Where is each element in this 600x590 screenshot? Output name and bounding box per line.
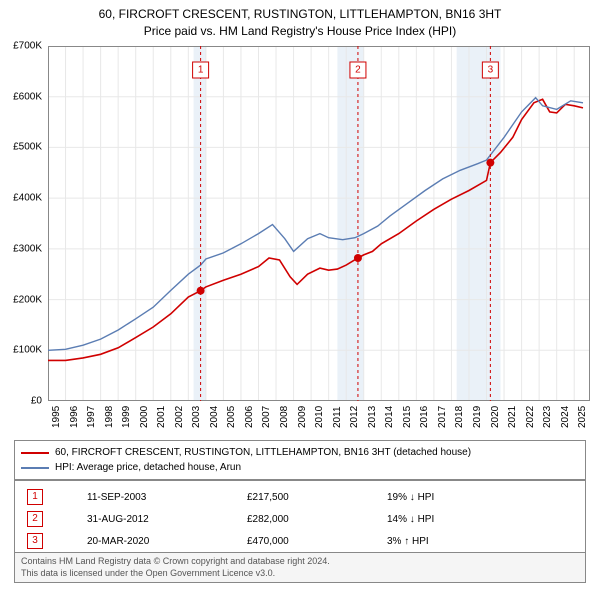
x-tick-label: 2021	[507, 406, 518, 428]
marker-row: 3 20-MAR-2020£470,0003% ↑ HPI	[23, 531, 577, 551]
x-tick-label: 2022	[525, 406, 536, 428]
marker-delta: 3% ↑ HPI	[383, 531, 577, 551]
y-tick-label: £600K	[13, 91, 42, 102]
x-tick-label: 2023	[542, 406, 553, 428]
marker-delta: 19% ↓ HPI	[383, 487, 577, 507]
x-tick-label: 2004	[209, 406, 220, 428]
svg-text:2: 2	[355, 64, 361, 75]
x-tick-label: 1998	[104, 406, 115, 428]
x-axis-labels: 1995 1996 1997 1998 1999 2000 2001 2002 2003 2004…	[48, 398, 590, 434]
chart-title: 60, FIRCROFT CRESCENT, RUSTINGTON, LITTL…	[0, 0, 600, 40]
svg-text:1: 1	[198, 64, 204, 75]
title-line-1: 60, FIRCROFT CRESCENT, RUSTINGTON, LITTL…	[99, 7, 502, 21]
y-tick-label: £700K	[13, 41, 42, 52]
chart-svg: 1 2 3	[48, 46, 590, 401]
legend-label: HPI: Average price, detached house, Arun	[55, 460, 241, 475]
x-tick-label: 2015	[402, 406, 413, 428]
x-tick-label: 2005	[226, 406, 237, 428]
marker-row: 2 31-AUG-2012£282,00014% ↓ HPI	[23, 509, 577, 529]
legend-row: HPI: Average price, detached house, Arun	[21, 460, 579, 475]
x-tick-label: 2024	[560, 406, 571, 428]
x-tick-label: 2019	[472, 406, 483, 428]
x-tick-label: 1995	[51, 406, 62, 428]
marker-events: 1 11-SEP-2003£217,50019% ↓ HPI 2 31-AUG-201…	[14, 480, 586, 558]
x-tick-label: 2001	[156, 406, 167, 428]
marker-delta: 14% ↓ HPI	[383, 509, 577, 529]
marker-date: 11-SEP-2003	[83, 487, 241, 507]
x-tick-label: 2000	[139, 406, 150, 428]
y-tick-label: £300K	[13, 243, 42, 254]
y-tick-label: £500K	[13, 142, 42, 153]
y-axis-labels: £0£100K£200K£300K£400K£500K£600K£700K	[0, 46, 44, 401]
attribution-footer: Contains HM Land Registry data © Crown c…	[14, 552, 586, 583]
footer-line-1: Contains HM Land Registry data © Crown c…	[21, 556, 330, 566]
marker-price: £217,500	[243, 487, 381, 507]
marker-table: 1 11-SEP-2003£217,50019% ↓ HPI 2 31-AUG-201…	[21, 485, 579, 553]
legend-swatch	[21, 467, 49, 469]
x-tick-label: 2008	[279, 406, 290, 428]
marker-price: £470,000	[243, 531, 381, 551]
y-tick-label: £400K	[13, 193, 42, 204]
chart-plot-area: 1 2 3	[48, 46, 590, 401]
y-tick-label: £200K	[13, 294, 42, 305]
svg-text:3: 3	[488, 64, 494, 75]
chart-container: 60, FIRCROFT CRESCENT, RUSTINGTON, LITTL…	[0, 0, 600, 590]
x-tick-label: 2010	[314, 406, 325, 428]
x-tick-label: 2007	[261, 406, 272, 428]
marker-date: 20-MAR-2020	[83, 531, 241, 551]
legend: 60, FIRCROFT CRESCENT, RUSTINGTON, LITTL…	[14, 440, 586, 480]
marker-price: £282,000	[243, 509, 381, 529]
x-tick-label: 2012	[349, 406, 360, 428]
footer-line-2: This data is licensed under the Open Gov…	[21, 568, 275, 578]
x-tick-label: 1999	[121, 406, 132, 428]
legend-label: 60, FIRCROFT CRESCENT, RUSTINGTON, LITTL…	[55, 445, 471, 460]
legend-swatch	[21, 452, 49, 454]
legend-row: 60, FIRCROFT CRESCENT, RUSTINGTON, LITTL…	[21, 445, 579, 460]
marker-date: 31-AUG-2012	[83, 509, 241, 529]
x-tick-label: 2025	[577, 406, 588, 428]
y-tick-label: £100K	[13, 345, 42, 356]
marker-row: 1 11-SEP-2003£217,50019% ↓ HPI	[23, 487, 577, 507]
title-line-2: Price paid vs. HM Land Registry's House …	[144, 24, 456, 38]
marker-number-badge: 3	[27, 533, 43, 549]
marker-number-badge: 1	[27, 489, 43, 505]
x-tick-label: 2011	[332, 406, 343, 428]
x-tick-label: 2018	[454, 406, 465, 428]
x-tick-label: 2014	[384, 406, 395, 428]
x-tick-label: 2013	[367, 406, 378, 428]
x-tick-label: 2009	[297, 406, 308, 428]
marker-number-badge: 2	[27, 511, 43, 527]
x-tick-label: 2002	[174, 406, 185, 428]
y-tick-label: £0	[31, 396, 42, 407]
x-tick-label: 2020	[490, 406, 501, 428]
x-tick-label: 2016	[419, 406, 430, 428]
x-tick-label: 2006	[244, 406, 255, 428]
x-tick-label: 2003	[191, 406, 202, 428]
x-tick-label: 2017	[437, 406, 448, 428]
x-tick-label: 1997	[86, 406, 97, 428]
x-tick-label: 1996	[69, 406, 80, 428]
